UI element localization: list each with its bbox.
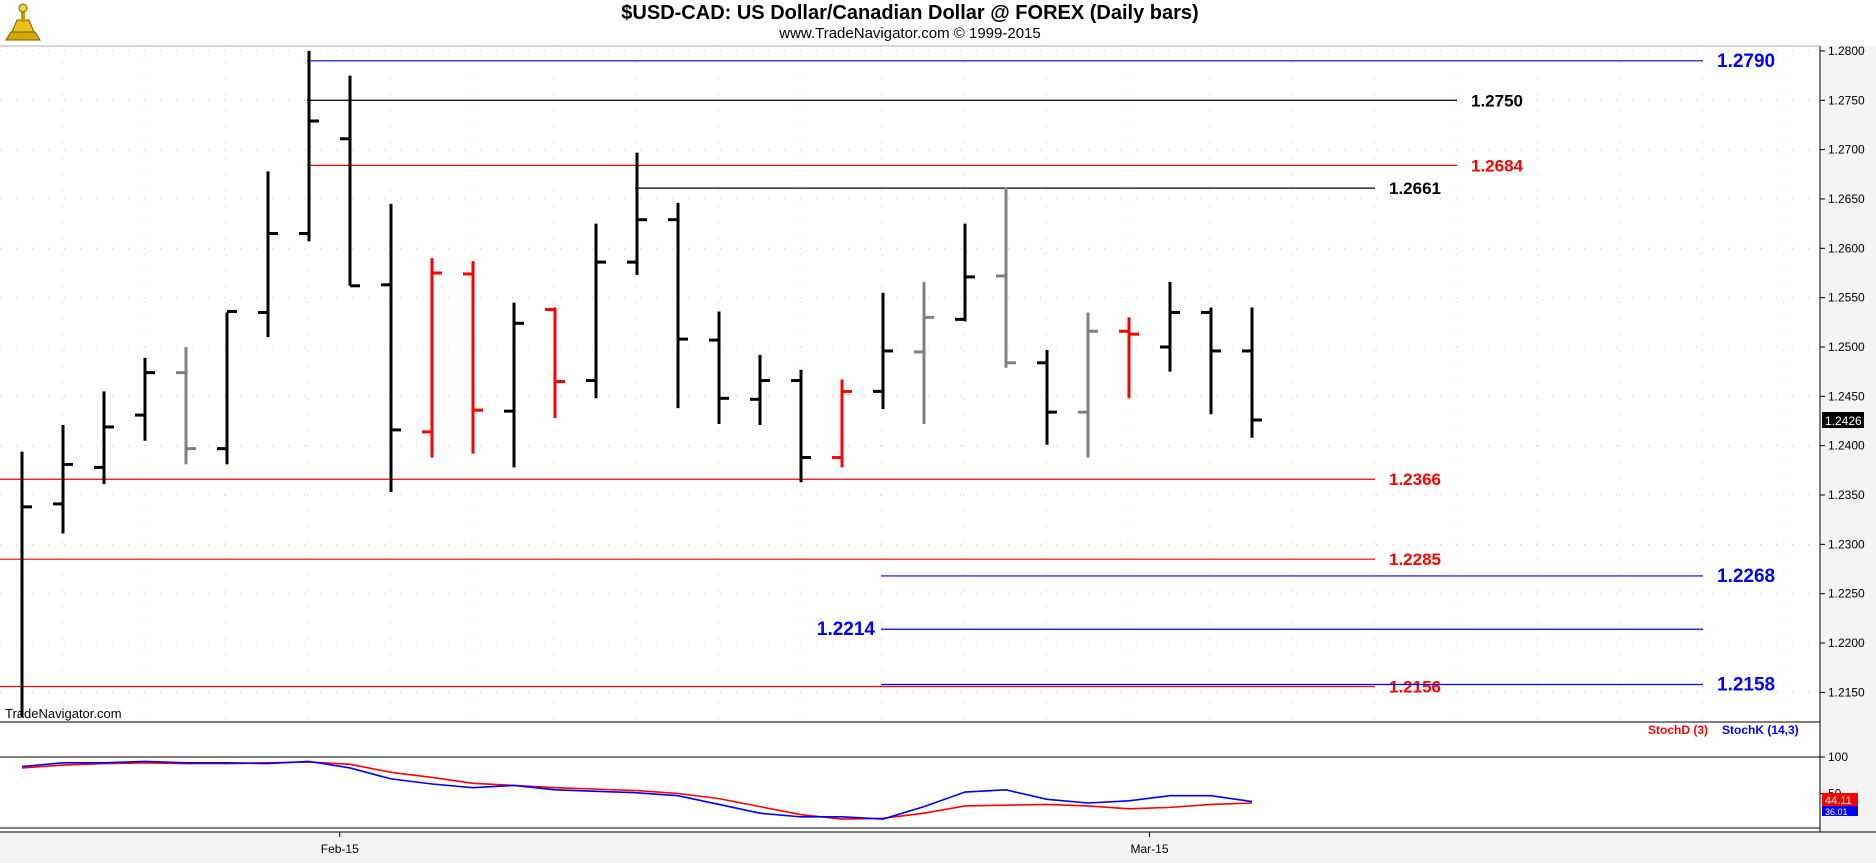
date-tick-label: Mar-15 <box>1130 842 1168 856</box>
price-bar <box>832 379 852 468</box>
chart-subtitle: www.TradeNavigator.com © 1999-2015 <box>779 25 1041 42</box>
level-label: 1.2156 <box>1389 677 1441 696</box>
price-bar <box>1160 281 1180 372</box>
price-bar <box>1078 312 1098 458</box>
price-tick-label: 1.2250 <box>1828 587 1865 601</box>
price-bar <box>1242 307 1262 438</box>
level-label: 1.2366 <box>1389 470 1441 489</box>
price-bar <box>53 424 73 534</box>
price-bar <box>627 152 647 275</box>
price-bar <box>258 171 278 338</box>
price-bar <box>381 203 401 493</box>
price-bar <box>914 281 934 424</box>
price-axis-panel <box>1820 46 1876 832</box>
stoch-k-value-box <box>1822 806 1858 816</box>
price-bar <box>545 307 565 419</box>
price-bar <box>504 302 524 468</box>
level-label: 1.2214 <box>817 619 876 640</box>
level-label: 1.2684 <box>1471 156 1524 175</box>
price-bar <box>217 309 237 465</box>
price-tick-label: 1.2600 <box>1828 241 1865 255</box>
price-bar <box>1119 317 1139 399</box>
price-tick-label: 1.2150 <box>1828 685 1865 699</box>
chart-title: $USD-CAD: US Dollar/Canadian Dollar @ FO… <box>621 2 1199 24</box>
price-bar <box>586 223 606 399</box>
level-label: 1.2268 <box>1717 566 1775 587</box>
stoch-k-value: 36.01 <box>1825 807 1848 817</box>
tradenavigator-logo-icon <box>2 2 44 44</box>
price-tick-label: 1.2400 <box>1828 439 1865 453</box>
price-bar <box>463 261 483 454</box>
price-bar <box>996 187 1016 368</box>
price-tick-label: 1.2450 <box>1828 389 1865 403</box>
price-tick-label: 1.2550 <box>1828 291 1865 305</box>
stoch-legend-k: StochK (14,3) <box>1722 723 1799 737</box>
price-bar <box>1037 349 1057 445</box>
last-price-box <box>1822 412 1864 429</box>
date-tick-label: Feb-15 <box>321 842 359 856</box>
level-label: 1.2158 <box>1717 674 1775 695</box>
price-bar <box>668 202 688 409</box>
stoch-d-value: 44.11 <box>1825 795 1852 807</box>
watermark: TradeNavigator.com <box>5 706 122 721</box>
level-label: 1.2750 <box>1471 91 1523 110</box>
price-tick-label: 1.2200 <box>1828 636 1865 650</box>
stoch-tick-label: 100 <box>1828 750 1848 764</box>
price-tick-label: 1.2300 <box>1828 537 1865 551</box>
level-label: 1.2790 <box>1717 51 1775 72</box>
price-tick-label: 1.2350 <box>1828 488 1865 502</box>
price-bar <box>873 292 893 410</box>
stoch-series-line <box>21 760 1253 820</box>
price-tick-label: 1.2800 <box>1828 44 1865 58</box>
price-bar <box>750 354 770 425</box>
price-tick-label: 1.2750 <box>1828 93 1865 107</box>
price-tick-label: 1.2700 <box>1828 143 1865 157</box>
price-bar <box>422 258 442 458</box>
stoch-d-value-box <box>1822 793 1858 807</box>
price-bar <box>709 311 729 424</box>
level-label: 1.2285 <box>1389 550 1441 569</box>
price-bar <box>94 391 114 485</box>
price-bar <box>299 50 319 242</box>
price-bar <box>791 369 811 483</box>
stoch-legend-d: StochD (3) <box>1648 723 1708 737</box>
date-axis-panel <box>0 832 1876 863</box>
price-bar <box>1201 307 1221 415</box>
price-tick-label: 1.2650 <box>1828 192 1865 206</box>
level-label: 1.2661 <box>1389 179 1441 198</box>
header-area <box>0 0 1876 46</box>
price-bar <box>176 346 196 465</box>
price-tick-label: 1.2500 <box>1828 340 1865 354</box>
price-bar <box>955 223 975 322</box>
last-price-label: 1.2426 <box>1825 414 1862 428</box>
price-bar <box>135 357 155 441</box>
price-bar <box>20 451 32 718</box>
price-bar <box>340 75 360 288</box>
